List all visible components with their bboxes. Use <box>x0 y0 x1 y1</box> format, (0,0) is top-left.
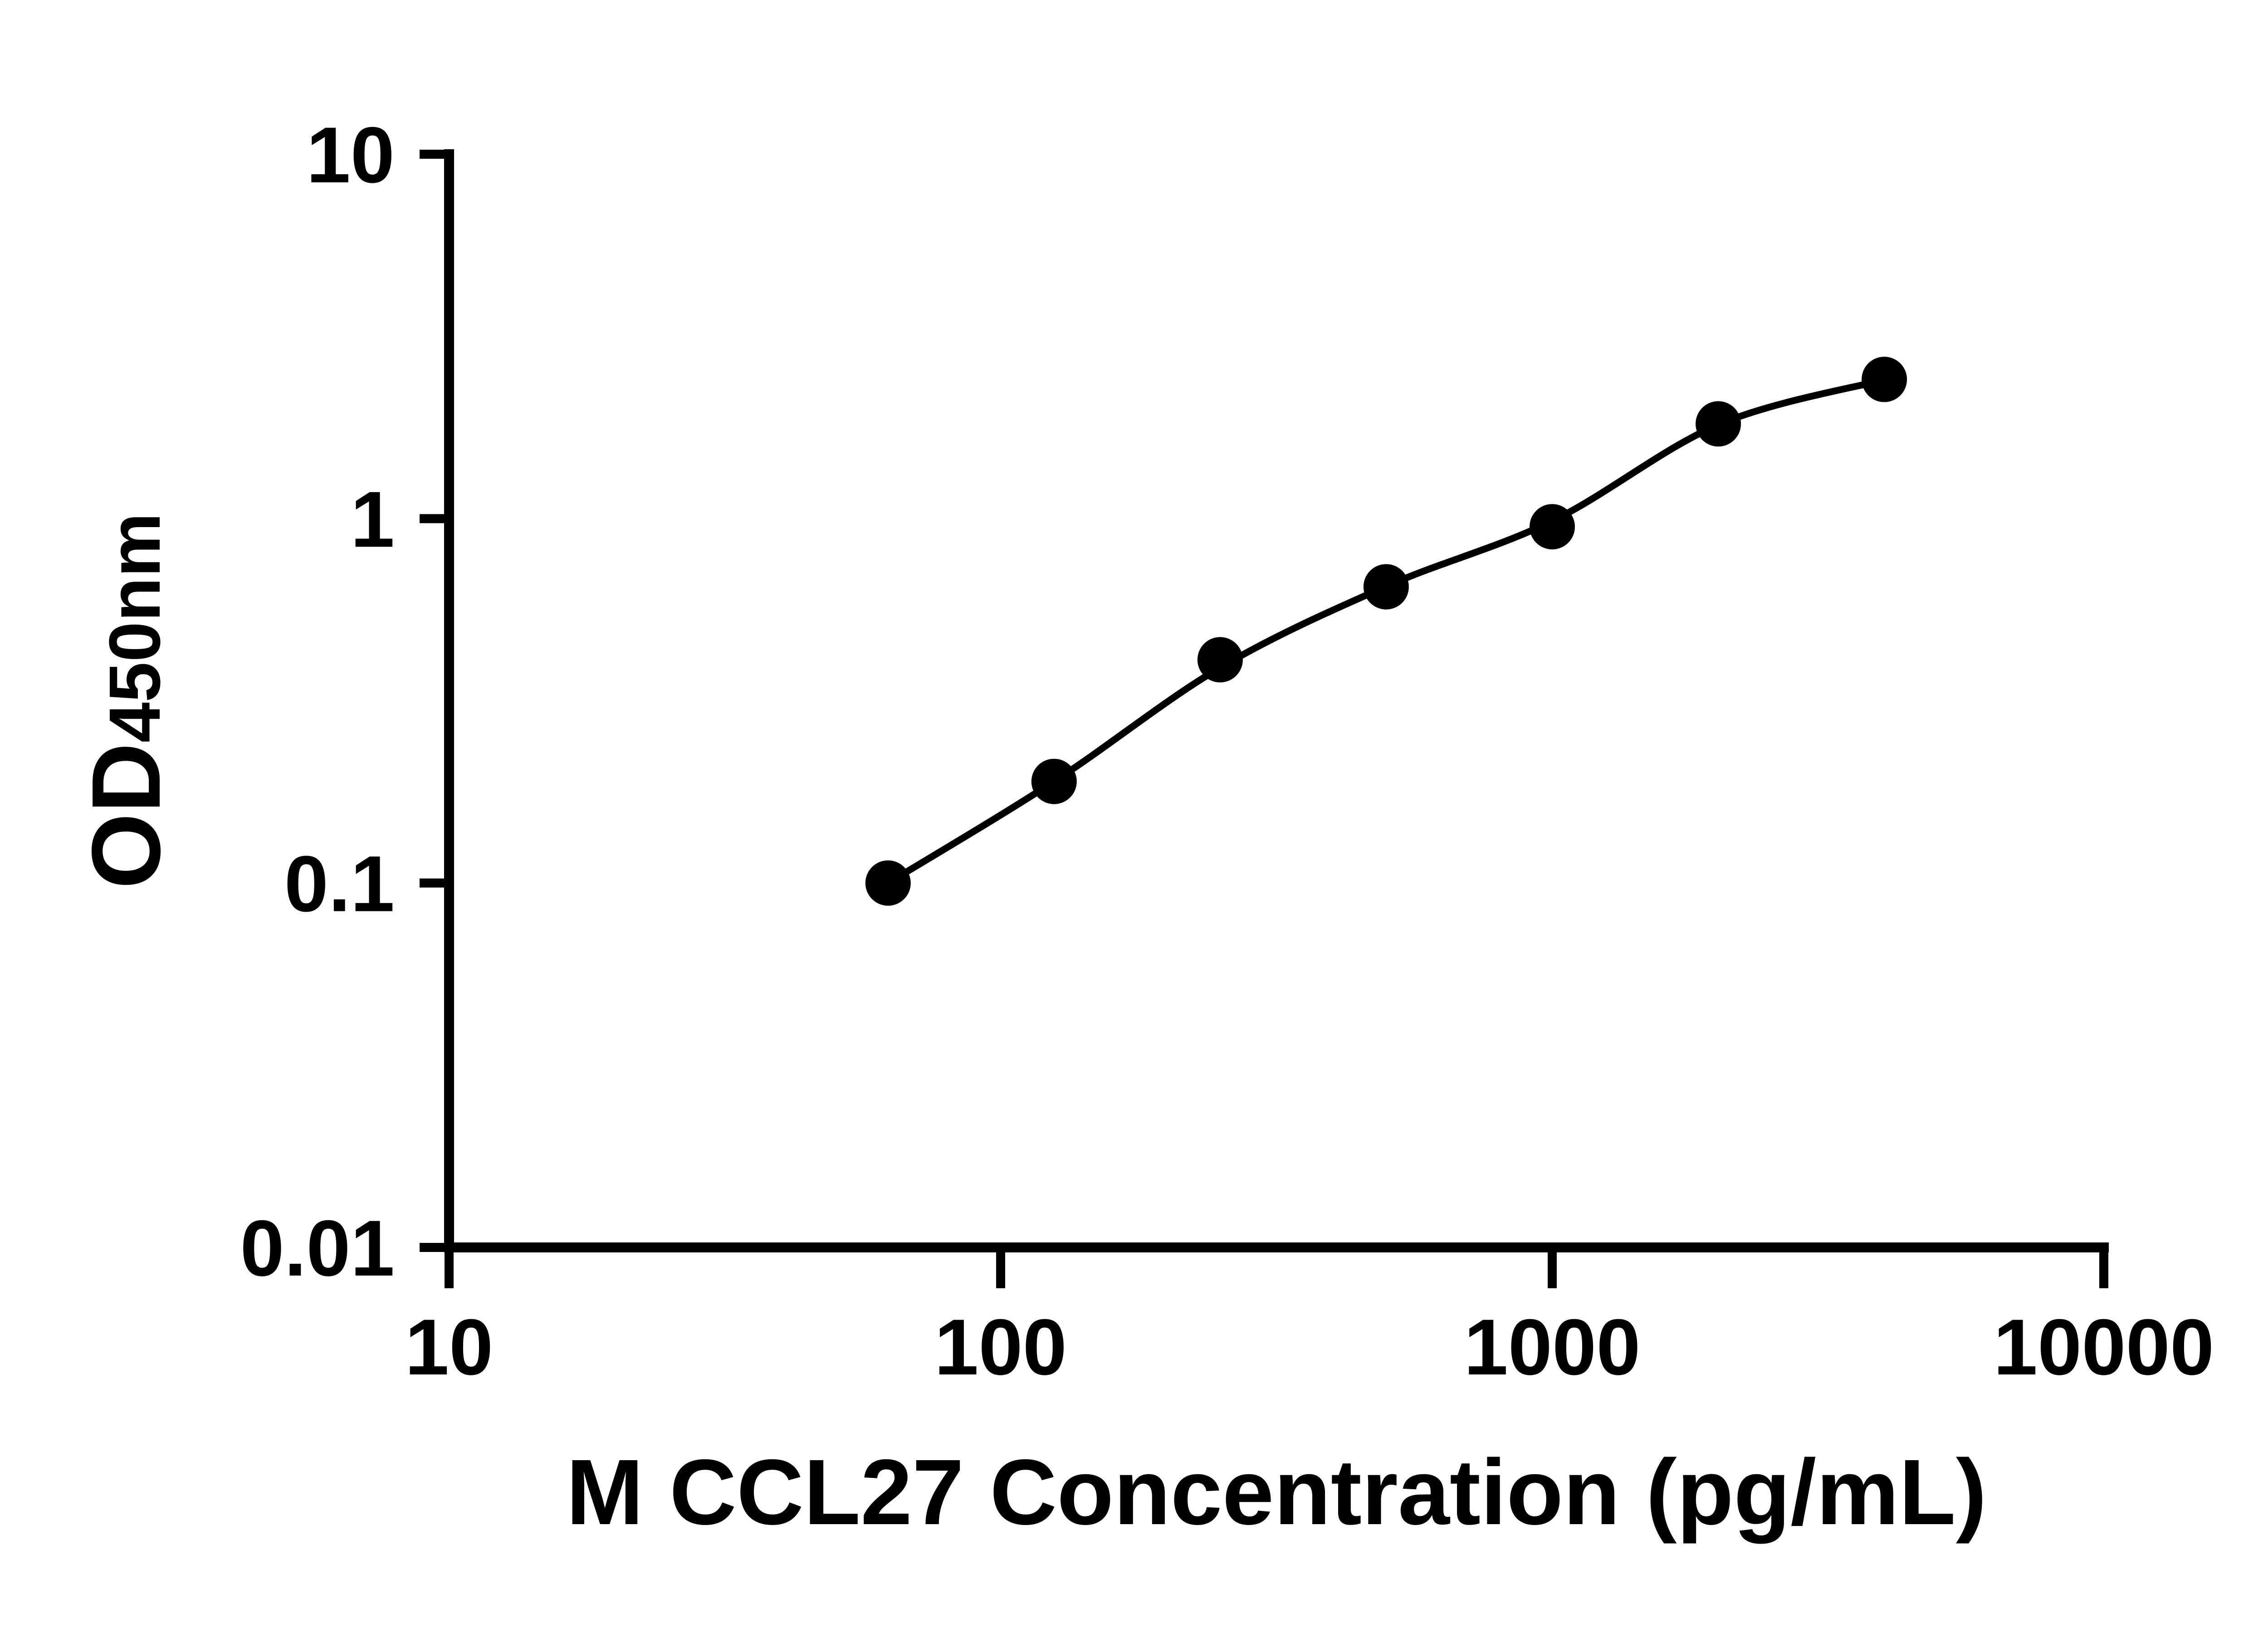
fit-curve-line <box>885 376 1888 887</box>
x-tick-label: 100 <box>934 1303 1067 1392</box>
data-point-marker <box>1530 504 1575 550</box>
x-tick-label: 10 <box>405 1303 494 1392</box>
x-tick-label: 10000 <box>1994 1303 2214 1392</box>
data-point-marker <box>865 860 911 906</box>
y-tick-label: 10 <box>306 111 395 200</box>
data-point-marker <box>1031 758 1077 804</box>
data-point-marker <box>1197 637 1243 683</box>
y-tick-label: 1 <box>351 475 395 564</box>
data-point-marker <box>1363 564 1409 610</box>
x-tick-label: 1000 <box>1464 1303 1640 1392</box>
y-axis-title-main: OD <box>71 743 181 889</box>
y-axis-title-subscript: 450nm <box>94 513 175 743</box>
y-axis-title-group: OD450nm <box>71 513 181 889</box>
y-tick-label: 0.01 <box>240 1204 395 1293</box>
data-point-marker <box>1862 357 1907 402</box>
x-axis-title: M CCL27 Concentration (pg/mL) <box>566 1440 1987 1544</box>
data-point-marker <box>1696 401 1741 447</box>
y-tick-label: 0.1 <box>284 840 395 929</box>
y-axis-title: OD450nm <box>71 513 181 889</box>
